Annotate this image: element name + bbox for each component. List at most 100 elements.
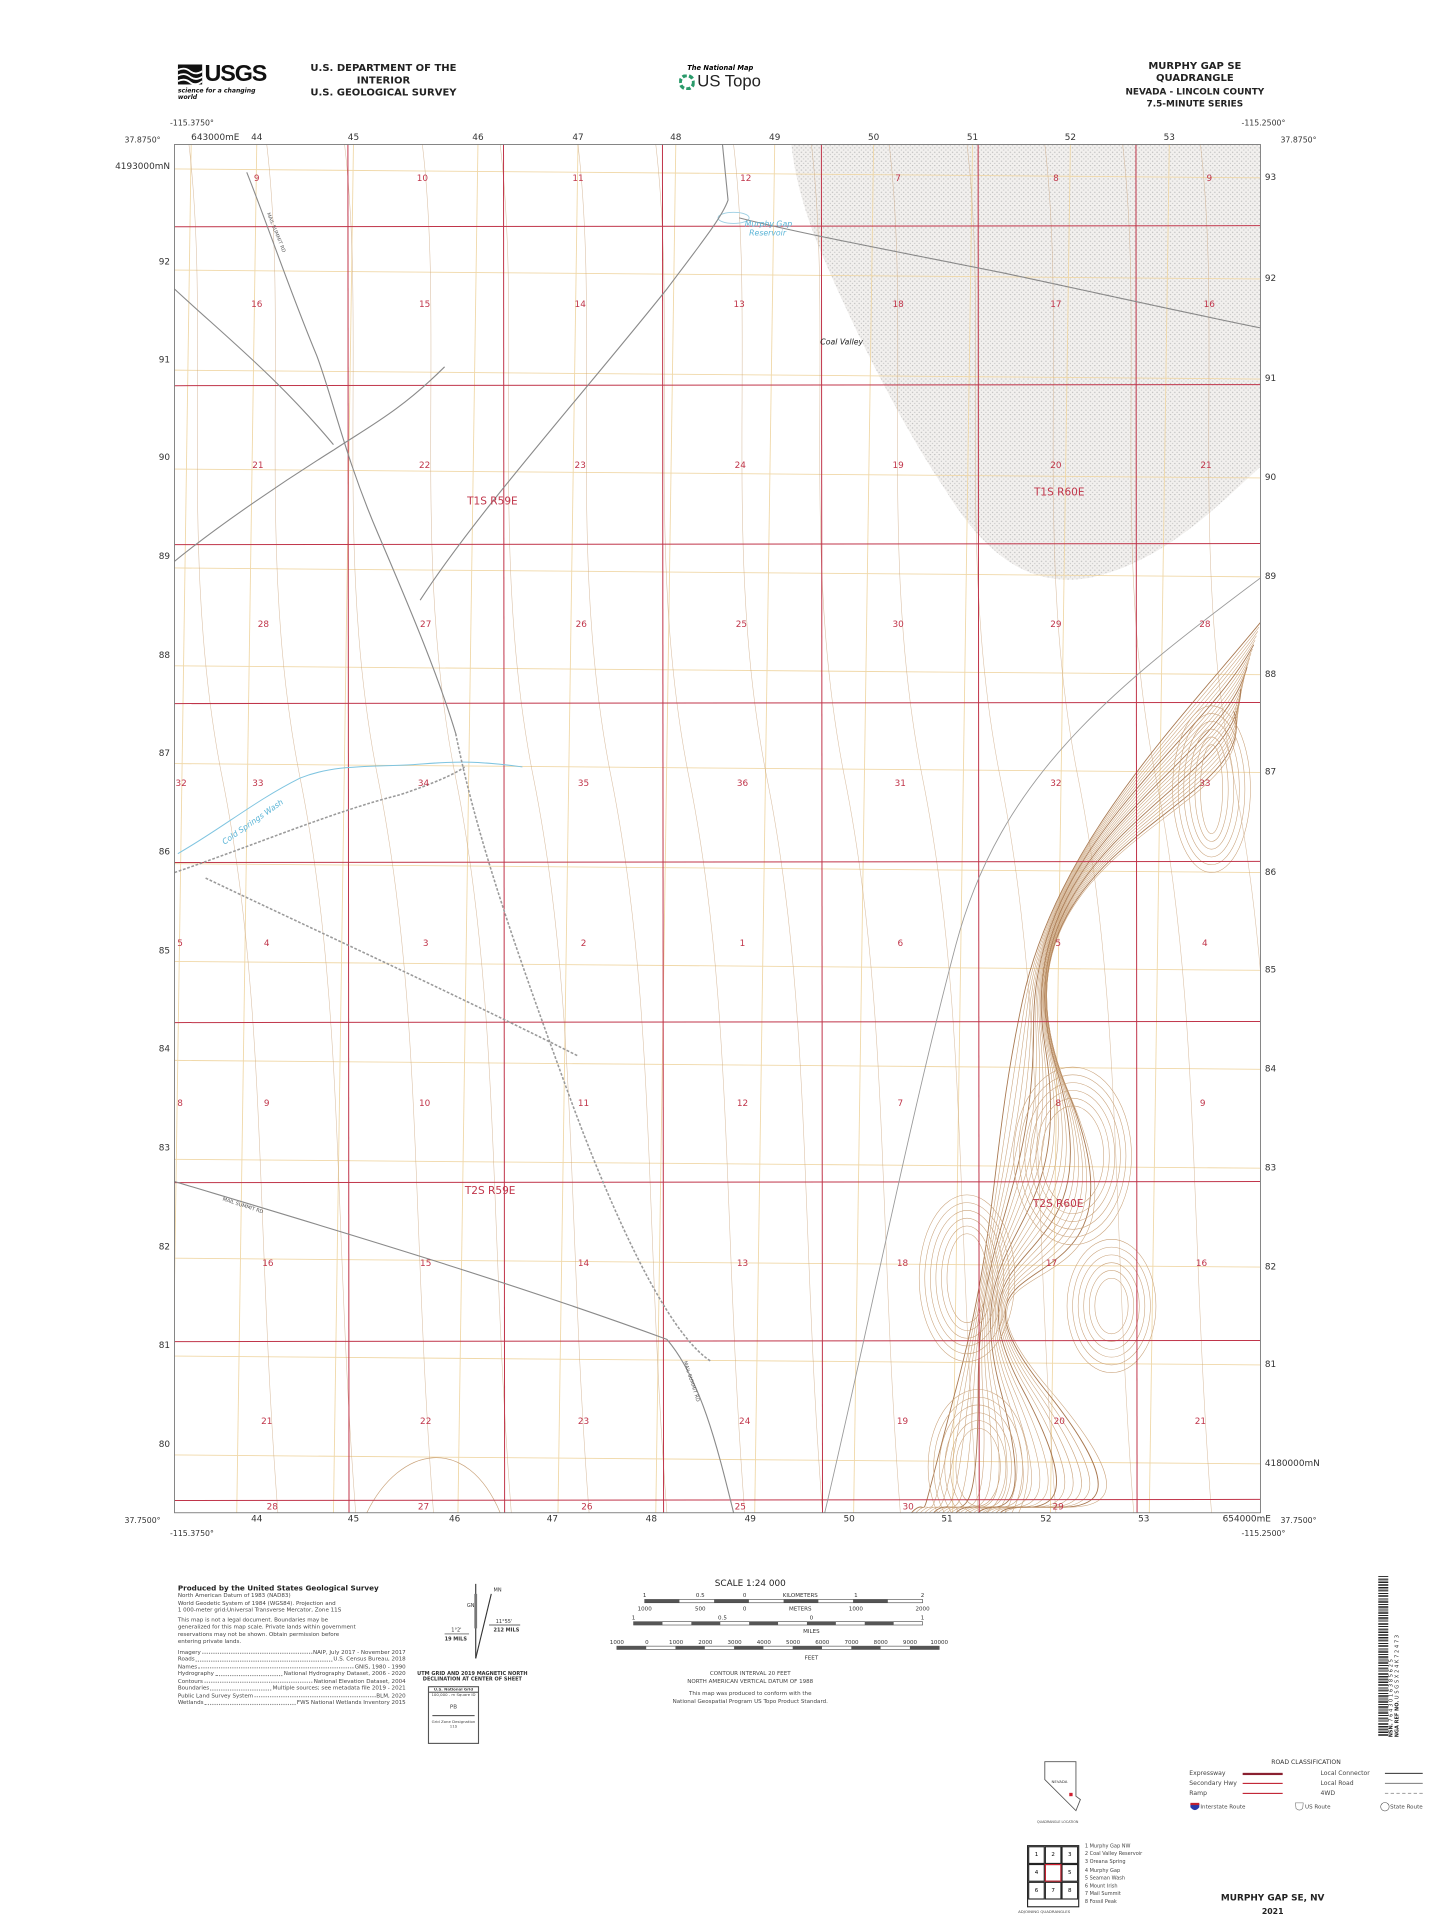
scale-segment — [864, 1621, 894, 1626]
scale-tick-label: 1 — [921, 1615, 925, 1621]
reservoir-road-east — [739, 217, 1261, 329]
utm-easting-label-bottom: 53 — [1138, 1513, 1150, 1524]
section-line-vertical — [503, 144, 506, 1513]
section-number: 5 — [177, 939, 183, 949]
section-number: 16 — [1204, 300, 1216, 310]
township-range-label: T2S R59E — [464, 1185, 516, 1197]
contour-line — [1122, 144, 1212, 1513]
sw-latitude: 37.7500° — [124, 1516, 161, 1525]
contour-line — [888, 144, 979, 1513]
section-number: 26 — [576, 620, 588, 630]
disclaimer-line: generalized for this map scale. Private … — [177, 1623, 356, 1631]
scale-tick-label: 0 — [645, 1640, 649, 1646]
section-number: 33 — [1199, 779, 1210, 789]
national-map-icon — [679, 73, 696, 90]
section-number: 23 — [575, 461, 586, 471]
disclaimer-line: reservations may not be shown. Obtain pe… — [177, 1631, 340, 1638]
scale-tick-label: 2000 — [915, 1607, 930, 1613]
section-line-horizontal — [174, 1181, 1261, 1184]
utm-northing-label-left: 88 — [158, 650, 171, 661]
scale-tick-label: 5000 — [786, 1640, 801, 1646]
adjoining-cell: 2 — [1044, 1846, 1062, 1864]
peak-contour — [938, 1404, 1018, 1513]
section-number: 21 — [1195, 1417, 1206, 1427]
utm-northing-label-right: 85 — [1264, 964, 1277, 975]
adjoining-cell: 6 — [1028, 1881, 1045, 1900]
section-number: 30 — [902, 1502, 914, 1512]
disclaimer-line: This map is not a legal document. Bounda… — [177, 1616, 329, 1624]
valley-track — [174, 288, 334, 445]
road-classification: ROAD CLASSIFICATION Expressway Secondary … — [1189, 1759, 1423, 1812]
section-number: 4 — [1202, 939, 1208, 949]
section-line-vertical — [820, 144, 824, 1513]
utm-easting-label-bottom: 45 — [347, 1513, 360, 1524]
section-number: 5 — [1055, 939, 1061, 949]
section-number: 26 — [581, 1502, 593, 1512]
peak-contour — [1072, 1246, 1151, 1366]
peak-contour — [1018, 1074, 1127, 1238]
miles-unit: MILES — [803, 1629, 820, 1635]
utm-easting-line — [333, 144, 354, 1513]
adjoining-names: 1 Murphy Gap NW 2 Coal Valley Reservoir 3 … — [1085, 1843, 1142, 1907]
adjoining-cell: 3 — [1061, 1846, 1079, 1864]
section-number: 16 — [1196, 1259, 1208, 1269]
scale-tick-label: 1 — [632, 1615, 636, 1621]
utm-northing-label-left: 91 — [158, 354, 171, 365]
svg-text:NEVADA: NEVADA — [1051, 1779, 1067, 1784]
declination-diagram: GN MN 1°2' 19 MILS 11°55' 212 MILS UTM G… — [400, 1578, 533, 1711]
utm-northing-line — [174, 1355, 1261, 1366]
utm-easting-label-bottom: 50 — [843, 1513, 855, 1524]
utm-northing-line — [174, 961, 1261, 971]
scale-tick-label: 8000 — [874, 1640, 889, 1646]
scale-tick-label: 6000 — [815, 1640, 830, 1646]
utm-easting-label-bottom: 52 — [1040, 1513, 1052, 1524]
section-number: 29 — [1050, 620, 1062, 630]
source-row: Hydrography National Hydrography Dataset,… — [177, 1670, 406, 1678]
utm-easting-line — [557, 144, 579, 1513]
utm-easting-label-top: 48 — [670, 132, 682, 143]
scale-tick-label: 1000 — [610, 1640, 625, 1646]
4wd-trail-1 — [454, 733, 712, 1363]
scale-segment — [806, 1621, 836, 1626]
scale-tick-label: 0 — [743, 1593, 747, 1599]
contour-line — [733, 144, 823, 1513]
section-number: 25 — [736, 620, 747, 630]
south-hill-contour — [366, 1457, 501, 1513]
peak-contour — [930, 1210, 1004, 1347]
section-line-vertical — [977, 144, 980, 1513]
usgs-logo: USGS science for a changing world — [177, 61, 267, 102]
section-line-horizontal — [174, 1339, 1261, 1343]
utm-easting-label-top: 47 — [572, 132, 584, 143]
road-symbol — [1384, 1782, 1423, 1784]
utm-easting-label-bottom: 49 — [744, 1513, 756, 1524]
peak-contour — [1035, 1097, 1110, 1215]
scale-segment — [644, 1599, 680, 1603]
section-number: 21 — [261, 1417, 272, 1427]
ne-longitude: -115.2500° — [1241, 118, 1286, 128]
utm-easting-label-top: 44 — [251, 132, 263, 143]
mountain-contour — [1000, 711, 1237, 1513]
scale-tick-label: 1 — [643, 1593, 647, 1599]
section-number: 28 — [258, 620, 270, 630]
source-row: Wetlands FWS National Wetlands Inventory … — [177, 1699, 406, 1707]
gn-label: GN — [467, 1603, 475, 1609]
quad-location-marker — [1069, 1792, 1073, 1797]
scale-tick-label: 1 — [854, 1593, 858, 1599]
east-valley-road — [824, 577, 1261, 1513]
section-number: 18 — [892, 300, 904, 310]
section-number: 31 — [895, 779, 906, 789]
dry-lake-area — [791, 144, 1261, 580]
peak-contour — [1041, 1105, 1104, 1207]
section-number: 8 — [1053, 174, 1059, 184]
scale-tick-label: KILOMETERS — [783, 1593, 819, 1599]
adjoining-quad-name: 7 Mail Summit — [1084, 1892, 1121, 1898]
utm-northing-label-right: 91 — [1264, 373, 1277, 384]
section-number: 10 — [419, 1099, 431, 1109]
contour-line — [422, 144, 512, 1513]
peak-contour — [950, 1420, 1007, 1513]
section-number: 28 — [1199, 620, 1211, 630]
utm-northing-label-right: 89 — [1264, 571, 1277, 582]
scale-tick-label: 2000 — [698, 1640, 713, 1646]
